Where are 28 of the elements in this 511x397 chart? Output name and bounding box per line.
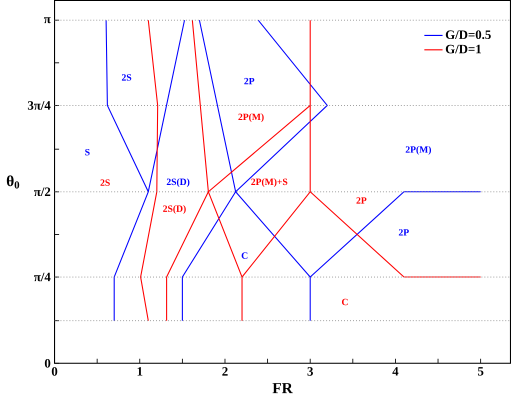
annotation: 2P <box>356 197 366 204</box>
y-axis-title: θ$_{0}$ <box>6 176 20 189</box>
legend-label: G/D=1 <box>446 44 481 54</box>
annotation: C <box>242 252 248 259</box>
x-tick-label: 1 <box>138 367 142 376</box>
annotation: C <box>342 298 348 306</box>
x-tick-label: 5 <box>478 367 484 376</box>
annotation: 2P(M) <box>406 146 432 155</box>
annotation: 2P(M)+S <box>251 178 288 188</box>
x-axis-title: FR <box>272 383 293 394</box>
annotation: 2P <box>398 229 409 236</box>
x-tick-label: 2 <box>222 367 228 376</box>
legend-label: G/D=0.5 <box>446 30 491 40</box>
y-tick-label: π/4 <box>34 272 51 282</box>
x-tick-label: 3 <box>307 367 313 376</box>
annotation: 2P <box>244 78 254 84</box>
annotation: S <box>85 149 90 156</box>
annotation: 2S <box>122 74 132 81</box>
annotation: 2S(D) <box>163 205 186 214</box>
y-tick-label: 0 <box>44 359 50 368</box>
annotation: 2S(D) <box>166 178 190 188</box>
y-tick-label: π <box>44 17 51 24</box>
x-tick-label: 4 <box>392 367 398 376</box>
y-tick-label: π/2 <box>34 188 50 196</box>
x-tick-label: 0 <box>52 367 58 376</box>
annotation: 2S <box>100 180 110 186</box>
annotation: 2P(M) <box>238 114 264 122</box>
y-tick-label: 3π/4 <box>28 101 51 110</box>
